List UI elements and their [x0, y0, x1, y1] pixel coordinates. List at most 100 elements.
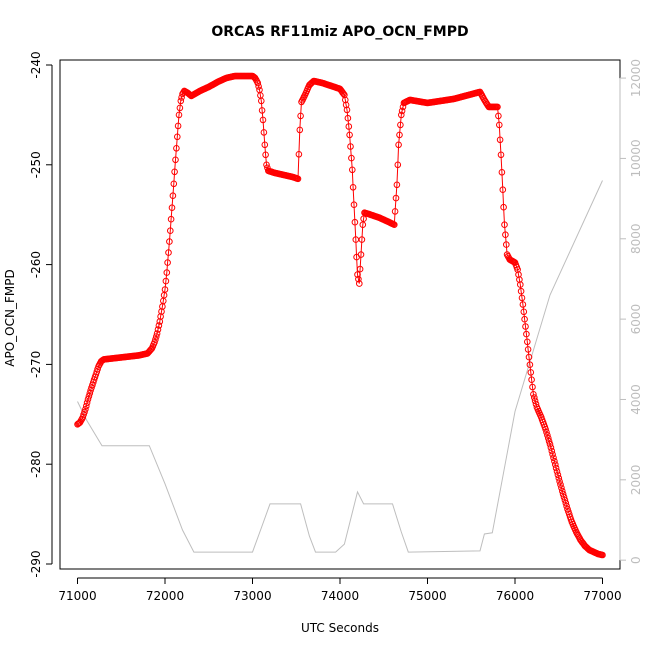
data-point: [176, 104, 184, 112]
x-tick-label: 76000: [496, 589, 534, 603]
data-point: [169, 192, 177, 199]
y2-tick-label: 12000: [629, 59, 643, 97]
y2-tick-label: 4000: [629, 384, 643, 415]
data-point: [151, 339, 158, 346]
data-point: [547, 444, 555, 451]
data-point: [498, 169, 506, 176]
data-point: [355, 275, 362, 283]
data-point: [255, 83, 262, 90]
data-point: [165, 249, 172, 256]
data-point: [81, 408, 88, 416]
data-point: [85, 393, 93, 400]
data-point: [262, 151, 269, 159]
data-point: [173, 145, 180, 152]
data-point: [152, 336, 159, 343]
data-point: [397, 121, 404, 129]
data-point: [259, 116, 267, 124]
data-point: [497, 151, 505, 159]
data-point: [351, 218, 359, 226]
data-point: [354, 271, 361, 278]
y2-tick-label: 6000: [629, 304, 643, 335]
data-point: [342, 96, 349, 104]
data-point: [294, 175, 302, 183]
data-point: [496, 136, 504, 144]
data-point: [171, 168, 178, 176]
data-point: [499, 186, 507, 193]
data-point: [559, 490, 567, 498]
data-point: [164, 259, 171, 266]
data-point: [554, 471, 562, 479]
data-point: [553, 468, 561, 475]
data-point: [496, 121, 503, 129]
data-point: [349, 166, 356, 174]
y-tick-label: -260: [29, 251, 43, 278]
series-line: [77, 75, 603, 556]
data-point: [552, 461, 559, 468]
data-point: [84, 396, 92, 403]
data-point: [154, 326, 162, 333]
data-point: [545, 435, 552, 442]
data-point: [517, 287, 525, 295]
data-point: [502, 231, 509, 238]
data-point: [295, 151, 303, 158]
data-point: [543, 429, 550, 436]
data-point: [531, 397, 539, 405]
y-axis: -240 -250 -260 -270 -280 -290: [29, 51, 53, 578]
data-point: [345, 123, 353, 130]
data-point: [528, 376, 535, 384]
data-point: [495, 112, 502, 120]
data-point: [260, 129, 268, 136]
data-point: [174, 122, 182, 130]
data-point: [559, 487, 566, 495]
data-point: [162, 277, 170, 285]
data-point: [391, 221, 398, 228]
x-axis-label: UTC Seconds: [301, 621, 379, 635]
data-point: [524, 338, 531, 346]
y2-tick-label: 2000: [629, 465, 643, 496]
data-point: [551, 457, 558, 465]
data-point: [170, 180, 178, 188]
data-point: [167, 227, 174, 234]
data-point: [526, 361, 534, 369]
data-point: [392, 194, 400, 202]
data-point: [524, 346, 532, 353]
data-point: [542, 426, 549, 433]
x-tick-label: 74000: [321, 589, 359, 603]
data-point: [82, 406, 89, 413]
data-point: [393, 181, 401, 189]
data-point: [343, 106, 351, 114]
data-point: [94, 365, 101, 373]
data-point: [258, 107, 266, 114]
data-point: [550, 454, 557, 462]
data-point: [501, 221, 508, 228]
y2-tick-label: 10000: [629, 139, 643, 177]
data-point: [155, 322, 163, 329]
data-point: [494, 103, 501, 111]
data-point: [500, 203, 507, 211]
x-axis: 71000 72000 73000 74000 75000 76000 77000: [58, 577, 622, 603]
data-point: [394, 161, 402, 169]
data-point: [398, 111, 405, 119]
data-point: [391, 208, 399, 215]
data-point: [166, 238, 173, 245]
data-point: [344, 114, 352, 122]
data-point: [350, 201, 358, 208]
data-point: [261, 141, 269, 149]
data-point: [519, 301, 527, 308]
data-point: [530, 391, 537, 398]
y2-tick-label: 0: [629, 556, 643, 564]
data-point: [161, 286, 169, 293]
x-tick-label: 77000: [583, 589, 621, 603]
data-point: [563, 502, 570, 510]
secondary-series: [77, 180, 603, 553]
y-tick-label: -290: [29, 550, 43, 577]
data-point: [163, 269, 171, 276]
data-point: [556, 478, 563, 485]
data-point: [517, 281, 524, 288]
data-point: [545, 438, 553, 445]
data-point: [503, 241, 510, 248]
data-point: [254, 79, 262, 87]
y2-tick-label: 8000: [629, 223, 643, 254]
data-point: [296, 126, 304, 134]
data-point: [396, 131, 403, 139]
